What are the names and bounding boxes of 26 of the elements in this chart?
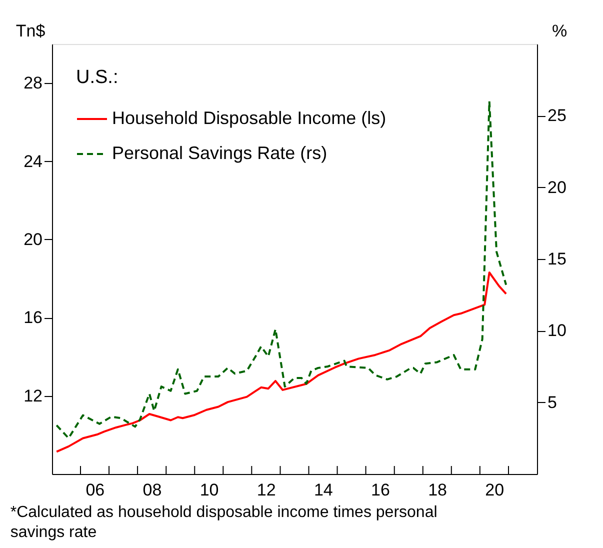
x-tick-label: 06 [86, 480, 105, 500]
y-tick-label: 24 [24, 152, 42, 171]
y-tick-label: 28 [24, 74, 42, 93]
y-tick-label: 20 [24, 230, 42, 249]
y2-axis-title: % [552, 22, 568, 40]
x-tick-label: 20 [485, 480, 504, 500]
x-tick-label: 18 [428, 480, 447, 500]
y-tick-label: 12 [24, 386, 42, 406]
x-tick-label: 10 [200, 480, 219, 500]
line-series [56, 100, 508, 440]
y2-tick-label: 15 [548, 250, 566, 268]
text: *Calculated as household disposable income times personal savings rate [10, 504, 438, 541]
legend-title: U.S.: [76, 67, 118, 88]
y-axis-title: Tn$ [16, 22, 46, 40]
x-tick-label: 08 [142, 480, 162, 500]
x-tick-label: 14 [314, 480, 333, 500]
legend-label: Household Disposable Income (ls) [112, 108, 386, 128]
y2-tick-label: 5 [548, 392, 557, 412]
legend-label: Personal Savings Rate (rs) [112, 143, 328, 163]
x-tick-label: 16 [371, 480, 390, 500]
y-tick-label: 16 [24, 308, 42, 328]
y2-tick-label: 20 [548, 178, 566, 197]
line-series [56, 271, 508, 453]
y2-tick-label: 25 [548, 106, 566, 126]
x-tick-label: 12 [256, 480, 276, 500]
y2-tick-label: 10 [548, 321, 566, 340]
